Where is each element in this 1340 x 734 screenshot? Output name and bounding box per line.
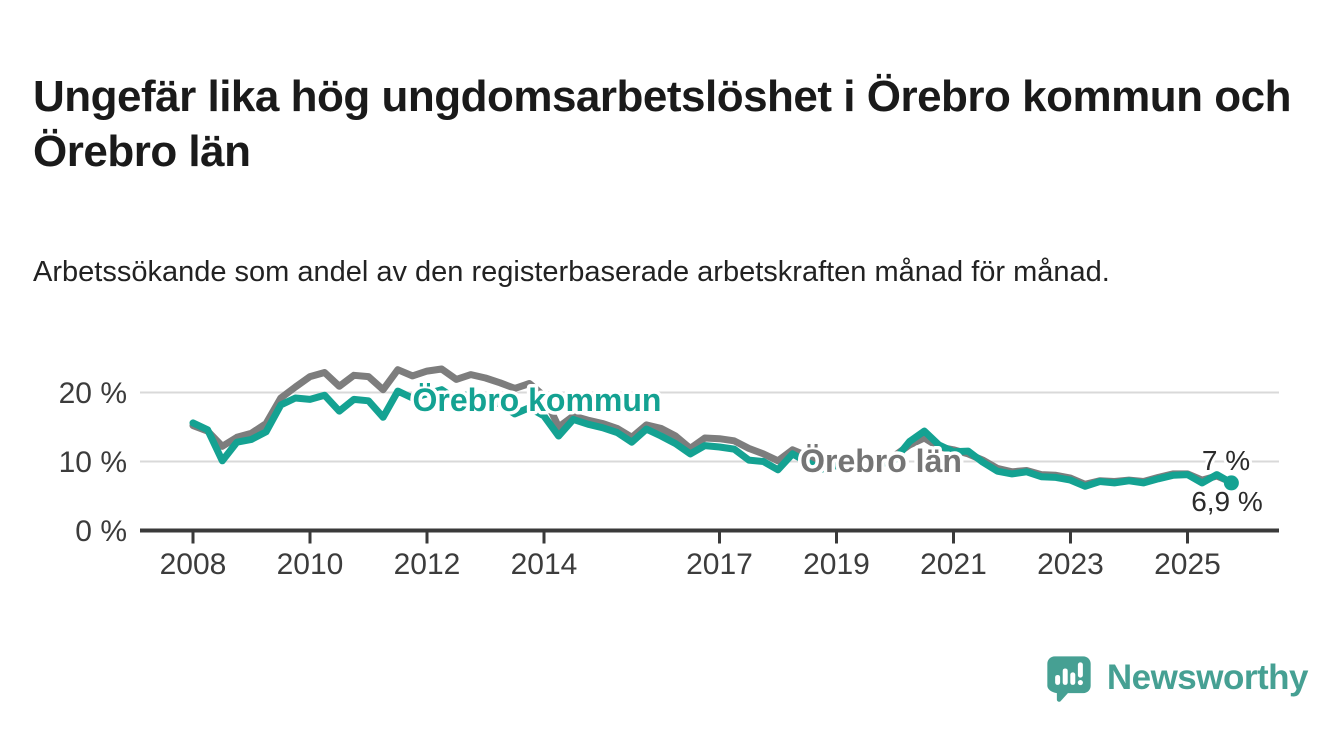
x-tick-label-2014: 2014 bbox=[511, 548, 578, 581]
y-tick-label-20: 20 % bbox=[59, 377, 127, 410]
series-line-orebro-lan bbox=[189, 365, 1235, 488]
newsworthy-brand: Newsworthy bbox=[1043, 652, 1309, 704]
x-tick-label-2021: 2021 bbox=[920, 548, 987, 581]
series-label-orebro-kommun: Örebro kommun bbox=[413, 382, 662, 418]
y-tick-label-10: 10 % bbox=[59, 446, 127, 479]
x-tick-label-2012: 2012 bbox=[394, 548, 461, 581]
series-label-orebro-lan: Örebro län bbox=[800, 443, 962, 479]
line-chart: 0 % 10 % 20 % 2008 2010 2012 2014 2017 2019 2021… bbox=[0, 330, 1340, 600]
newsworthy-logo-icon bbox=[1047, 656, 1091, 702]
x-tick-label-2017: 2017 bbox=[686, 548, 753, 581]
x-tick-label-2023: 2023 bbox=[1037, 548, 1104, 581]
end-value-label-lan: 7 % bbox=[1202, 445, 1250, 476]
gridlines bbox=[140, 391, 1279, 463]
chart-subtitle: Arbetssökande som andel av den registerb… bbox=[33, 256, 1110, 288]
y-tick-label-0: 0 % bbox=[75, 515, 127, 548]
x-axis-tick-labels: 2008 2010 2012 2014 2017 2019 2021 2023 2025 bbox=[160, 548, 1221, 581]
series-line-orebro-kommun bbox=[189, 386, 1235, 490]
x-axis-ticks bbox=[191, 530, 1189, 544]
x-tick-label-2019: 2019 bbox=[803, 548, 870, 581]
page-title: Ungefär lika hög ungdomsarbetslöshet i Ö… bbox=[33, 72, 1291, 177]
x-tick-label-2008: 2008 bbox=[160, 548, 227, 581]
y-axis-labels: 0 % 10 % 20 % bbox=[59, 377, 127, 548]
end-value-label-kommun: 6,9 % bbox=[1191, 486, 1263, 517]
x-tick-label-2025: 2025 bbox=[1154, 548, 1221, 581]
newsworthy-brand-name: Newsworthy bbox=[1106, 658, 1309, 697]
chart-svg: 0 % 10 % 20 % 2008 2010 2012 2014 2017 2019 2021… bbox=[59, 365, 1279, 581]
x-tick-label-2010: 2010 bbox=[277, 548, 344, 581]
series-end-dot bbox=[1223, 475, 1239, 491]
